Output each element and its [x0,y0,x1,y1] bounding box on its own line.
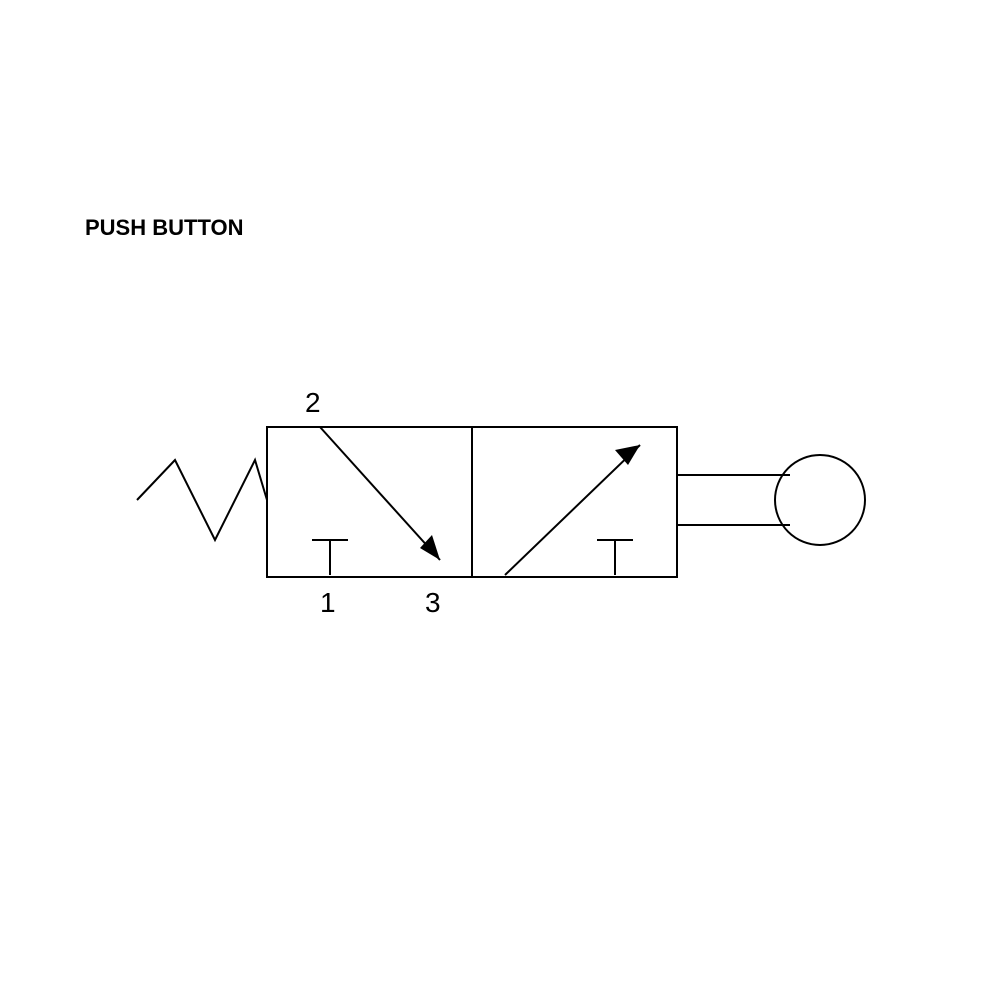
valve-left-position [267,427,472,577]
flow-arrow-head-icon [420,535,440,560]
port-label-1: 1 [320,587,336,619]
flow-arrow-head-icon [615,445,640,465]
roller-icon [775,455,865,545]
valve-right-position [472,427,677,577]
valve-schematic [0,0,1000,1000]
spring-return-icon [137,460,267,540]
port-label-2: 2 [305,387,321,419]
flow-arrow-line [505,445,640,575]
port-label-3: 3 [425,587,441,619]
